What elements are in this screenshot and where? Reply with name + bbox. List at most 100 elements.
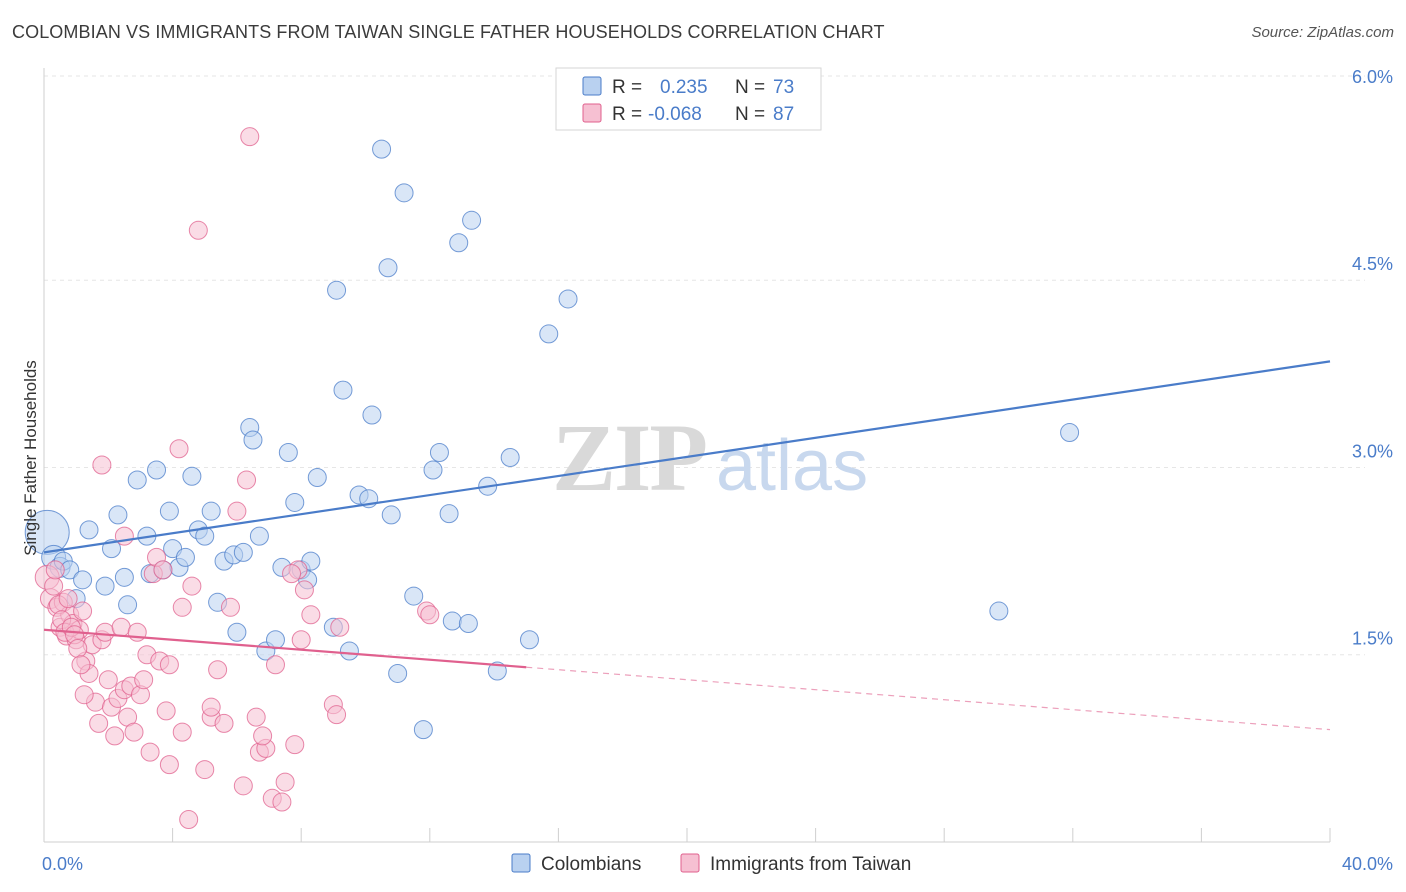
legend: R = 0.235 N = 73 R = -0.068 N = 87 [555, 67, 822, 131]
point-taiwan [73, 601, 93, 621]
point-colombians [233, 542, 253, 562]
point-colombians [487, 661, 507, 681]
point-taiwan [420, 605, 440, 625]
point-taiwan [201, 697, 221, 717]
point-taiwan [282, 564, 302, 584]
point-colombians [539, 324, 559, 344]
point-taiwan [195, 760, 215, 780]
point-taiwan [246, 707, 266, 727]
point-taiwan [44, 576, 64, 596]
point-taiwan [272, 792, 292, 812]
point-taiwan [188, 220, 208, 240]
point-colombians [265, 630, 285, 650]
x-tick-label: 40.0% [1342, 854, 1393, 874]
point-taiwan [291, 630, 311, 650]
point-colombians [519, 630, 539, 650]
point-colombians [278, 443, 298, 463]
point-colombians [362, 405, 382, 425]
watermark-atlas: atlas [716, 426, 868, 506]
point-colombians [378, 258, 398, 278]
y-axis-title: Single Father Households [21, 360, 40, 556]
point-colombians [558, 289, 578, 309]
point-taiwan [74, 685, 94, 705]
point-colombians [327, 280, 347, 300]
point-taiwan [179, 810, 199, 830]
point-taiwan [233, 776, 253, 796]
point-taiwan [45, 560, 65, 580]
point-taiwan [220, 597, 240, 617]
point-colombians [989, 601, 1009, 621]
point-taiwan [214, 713, 234, 733]
point-taiwan [153, 560, 173, 580]
point-taiwan [169, 439, 189, 459]
point-colombians [429, 443, 449, 463]
bottom-legend-colombians: Colombians [541, 854, 641, 875]
y-tick-label: 6.0% [1352, 67, 1393, 87]
point-colombians [413, 720, 433, 740]
y-tick-labels: 1.5% 3.0% 4.5% 6.0% [1352, 67, 1393, 649]
point-colombians [442, 611, 462, 631]
point-colombians [388, 663, 408, 683]
point-colombians [73, 570, 93, 590]
point-taiwan [92, 455, 112, 475]
point-colombians [127, 470, 147, 490]
point-colombians [118, 595, 138, 615]
point-colombians [381, 505, 401, 525]
point-taiwan [330, 617, 350, 637]
point-taiwan [237, 470, 257, 490]
point-taiwan [172, 722, 192, 742]
point-colombians [307, 467, 327, 487]
point-taiwan [294, 580, 314, 600]
point-colombians [439, 504, 459, 524]
point-taiwan [105, 726, 125, 746]
point-taiwan [140, 742, 160, 762]
point-taiwan [240, 127, 260, 147]
y-tick-label: 1.5% [1352, 629, 1393, 649]
point-colombians [1060, 423, 1080, 443]
point-taiwan [285, 735, 305, 755]
point-colombians [182, 466, 202, 486]
bottom-legend-taiwan: Immigrants from Taiwan [710, 854, 911, 875]
point-colombians [462, 210, 482, 230]
x-tick-label: 0.0% [42, 854, 83, 874]
trend-line-taiwan [43, 628, 527, 669]
point-colombians [285, 492, 305, 512]
point-colombians [458, 614, 478, 634]
point-taiwan [95, 622, 115, 642]
watermark: ZIP atlas [552, 404, 868, 511]
point-taiwan [275, 772, 295, 792]
point-taiwan [208, 660, 228, 680]
legend-n-value: 87 [773, 104, 794, 125]
point-colombians [394, 183, 414, 203]
trend-lines [43, 360, 1331, 731]
point-taiwan [68, 639, 88, 658]
y-tick-label: 3.0% [1352, 441, 1393, 461]
chart-title: COLOMBIAN VS IMMIGRANTS FROM TAIWAN SING… [12, 22, 885, 42]
point-colombians [114, 567, 134, 587]
legend-r-value: 0.235 [660, 77, 708, 98]
source-label: Source: ZipAtlas.com [1251, 24, 1394, 41]
point-colombians [449, 233, 469, 253]
x-tick-labels: 0.0% 40.0% [42, 854, 1393, 874]
legend-swatch-taiwan [582, 103, 602, 123]
bottom-legend: Colombians Immigrants from Taiwan [511, 853, 911, 875]
point-colombians [333, 380, 353, 400]
point-taiwan [89, 713, 109, 733]
point-colombians [175, 547, 195, 567]
point-colombians [423, 460, 443, 480]
point-taiwan [111, 617, 131, 637]
legend-n-value: 73 [773, 77, 794, 98]
point-taiwan [58, 589, 78, 609]
point-colombians [79, 520, 99, 540]
point-taiwan [227, 501, 247, 521]
legend-r-value: -0.068 [648, 104, 702, 125]
point-taiwan [156, 701, 176, 721]
point-colombians [227, 622, 247, 642]
point-taiwan [134, 670, 154, 690]
grid-lines [44, 75, 1365, 656]
legend-r-label: R = [612, 77, 642, 98]
point-colombians [339, 641, 359, 661]
legend-r-label: R = [612, 104, 642, 125]
point-colombians [404, 586, 424, 606]
point-colombians [243, 430, 263, 450]
